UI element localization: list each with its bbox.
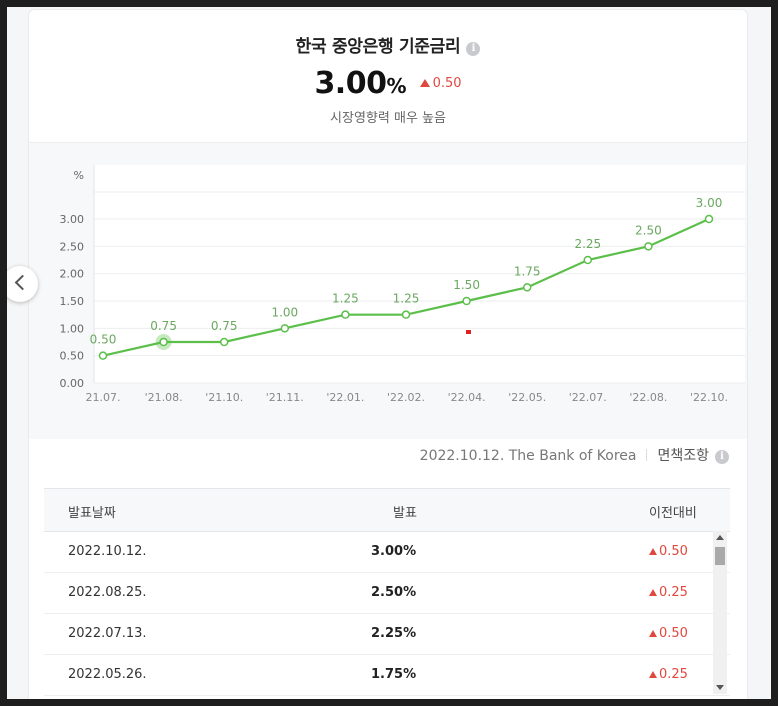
source-text: 2022.10.12. The Bank of Korea	[419, 448, 637, 464]
data-point	[704, 214, 714, 224]
data-point	[644, 242, 653, 251]
row-value: 2.25%	[371, 626, 417, 641]
data-point	[219, 337, 229, 347]
data-label: 3.00	[696, 196, 723, 210]
data-point	[341, 310, 350, 319]
table-row: 2022.05.26. 1.75% 0.25	[44, 655, 730, 696]
data-point	[159, 337, 168, 347]
x-tick-label: '21.11.	[266, 391, 304, 404]
data-label: 1.00	[271, 305, 298, 319]
header-value: 발표	[393, 506, 417, 521]
row-date: 2022.10.12.	[68, 544, 147, 559]
data-label: 1.75	[514, 264, 541, 278]
triangle-up-icon	[649, 548, 657, 555]
influence-text: 시장영향력 매우 높음	[330, 111, 446, 126]
row-change: 0.25	[649, 585, 688, 600]
info-icon[interactable]: i	[715, 450, 729, 464]
table-header: 발표날짜 발표 이전대비	[44, 488, 730, 532]
x-tick-label: '22.04.	[448, 391, 486, 404]
data-label: 2.25	[574, 237, 601, 251]
rate-change: 0.50	[419, 76, 462, 91]
title-row: 한국 중앙은행 기준금리 i	[29, 32, 747, 57]
data-label: 0.75	[150, 319, 177, 333]
x-tick-label: '22.01.	[326, 391, 364, 404]
row-change: 0.25	[649, 667, 688, 682]
rate-unit: %	[386, 74, 407, 98]
announcement-table: 발표날짜 발표 이전대비 2022.10.12. 3.00% 0.50 2022…	[44, 488, 730, 696]
triangle-up-icon	[649, 671, 657, 678]
data-label: 0.50	[90, 333, 117, 347]
chevron-left-icon[interactable]	[14, 274, 31, 291]
prev-button[interactable]	[7, 266, 38, 302]
data-label: 2.50	[635, 223, 662, 237]
triangle-up-icon	[649, 630, 657, 637]
x-tick-label: '21.10.	[205, 391, 243, 404]
x-tick-label: '22.05.	[508, 391, 546, 404]
row-value: 1.75%	[371, 667, 417, 682]
table-row: 2022.07.13. 2.25% 0.50	[44, 614, 730, 655]
line-chart: 0.00 0.50 1.00 1.50 2.00 2.50 3.00% 21.07. '21.0…	[60, 165, 745, 404]
x-tick-label: '21.08.	[145, 391, 183, 404]
scroll-thumb[interactable]	[715, 547, 725, 565]
page-title: 한국 중앙은행 기준금리	[295, 37, 461, 57]
y-tick-label: 2.50	[60, 240, 85, 253]
data-label: 1.25	[332, 292, 359, 306]
header-change: 이전대비	[649, 506, 697, 521]
y-tick-label: 3.00	[60, 213, 85, 226]
data-point	[462, 296, 471, 306]
y-tick-label: 0.00	[60, 377, 85, 390]
triangle-up-icon	[419, 79, 430, 87]
info-icon[interactable]: i	[466, 42, 481, 56]
data-point	[583, 255, 593, 265]
y-axis-unit-label: %	[74, 169, 84, 182]
data-point	[98, 351, 108, 360]
table-body[interactable]: 2022.10.12. 3.00% 0.50 2022.08.25. 2.50%…	[44, 532, 730, 696]
header-date: 발표날짜	[68, 506, 116, 521]
card-header: 한국 중앙은행 기준금리 i 3.00% 0.50 시장영향력 매우 높음	[29, 10, 747, 142]
row-change: 0.50	[649, 626, 688, 641]
rate-card: 한국 중앙은행 기준금리 i 3.00% 0.50 시장영향력 매우 높음 0.0…	[28, 9, 748, 699]
data-label: 1.50	[453, 278, 480, 292]
x-tick-label: '22.07.	[569, 391, 607, 404]
y-tick-label: 0.50	[60, 350, 85, 363]
scroll-up-icon[interactable]	[716, 535, 724, 540]
data-point	[522, 283, 532, 292]
table-row: 2022.10.12. 3.00% 0.50	[44, 532, 730, 573]
row-date: 2022.05.26.	[68, 667, 147, 682]
rate-value: 3.00	[314, 66, 387, 101]
row-value: 3.00%	[371, 544, 417, 559]
disclaimer-link[interactable]: 면책조항	[657, 448, 709, 464]
x-tick-label: '22.02.	[387, 391, 425, 404]
y-tick-label: 1.50	[60, 295, 85, 308]
row-date: 2022.08.25.	[68, 585, 147, 600]
x-tick-label: '22.08.	[629, 391, 667, 404]
y-tick-label: 1.00	[60, 322, 85, 335]
scroll-down-icon[interactable]	[716, 685, 724, 690]
marker	[466, 330, 471, 334]
table-row: 2022.08.25. 2.50% 0.25	[44, 573, 730, 614]
row-value: 2.50%	[371, 585, 417, 600]
y-tick-label: 2.00	[60, 268, 85, 281]
page-frame: 한국 중앙은행 기준금리 i 3.00% 0.50 시장영향력 매우 높음 0.0…	[7, 7, 771, 699]
row-date: 2022.07.13.	[68, 626, 147, 641]
data-point	[280, 324, 290, 333]
divider	[646, 449, 648, 461]
data-label: 1.25	[393, 292, 420, 306]
triangle-up-icon	[649, 589, 657, 596]
chart-area: 0.00 0.50 1.00 1.50 2.00 2.50 3.00% 21.07. '21.0…	[29, 142, 747, 439]
data-point	[401, 310, 411, 319]
table-scrollbar[interactable]	[713, 531, 727, 694]
row-change: 0.50	[649, 544, 688, 559]
source-row: 2022.10.12. The Bank of Korea 면책조항 i	[29, 445, 729, 465]
rate-row: 3.00% 0.50	[29, 66, 747, 101]
data-label: 0.75	[211, 319, 238, 333]
x-tick-label: '22.10.	[690, 391, 728, 404]
x-tick-label: 21.07.	[86, 391, 121, 404]
rate-change-value: 0.50	[432, 76, 462, 91]
